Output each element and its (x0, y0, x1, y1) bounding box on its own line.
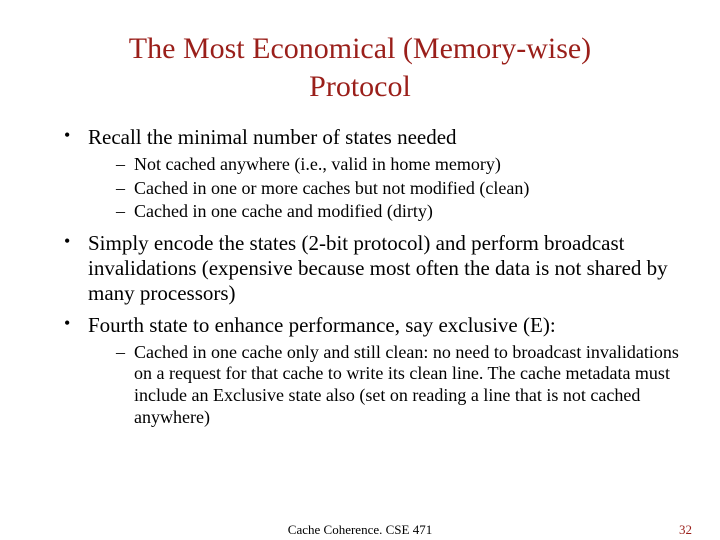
slide: The Most Economical (Memory-wise) Protoc… (0, 0, 720, 540)
page-number: 32 (679, 522, 692, 538)
bullet-item: Simply encode the states (2-bit protocol… (60, 231, 680, 307)
sub-bullet-item: Cached in one cache only and still clean… (116, 342, 680, 428)
sub-bullet-item: Cached in one or more caches but not mod… (116, 178, 680, 200)
sub-bullet-item: Cached in one cache and modified (dirty) (116, 201, 680, 223)
bullet-text: Fourth state to enhance performance, say… (88, 313, 556, 337)
bullet-item: Fourth state to enhance performance, say… (60, 313, 680, 429)
slide-body: Recall the minimal number of states need… (0, 105, 720, 428)
bullet-text: Recall the minimal number of states need… (88, 125, 457, 149)
sub-bullet-text: Cached in one cache and modified (dirty) (134, 201, 433, 221)
sub-bullet-text: Cached in one cache only and still clean… (134, 342, 679, 427)
bullet-item: Recall the minimal number of states need… (60, 125, 680, 223)
footer-center-text: Cache Coherence. CSE 471 (0, 522, 720, 538)
sub-bullet-text: Cached in one or more caches but not mod… (134, 178, 529, 198)
sub-bullet-item: Not cached anywhere (i.e., valid in home… (116, 154, 680, 176)
bullet-text: Simply encode the states (2-bit protocol… (88, 231, 668, 305)
sub-bullet-text: Not cached anywhere (i.e., valid in home… (134, 154, 501, 174)
slide-title: The Most Economical (Memory-wise) Protoc… (0, 0, 720, 105)
